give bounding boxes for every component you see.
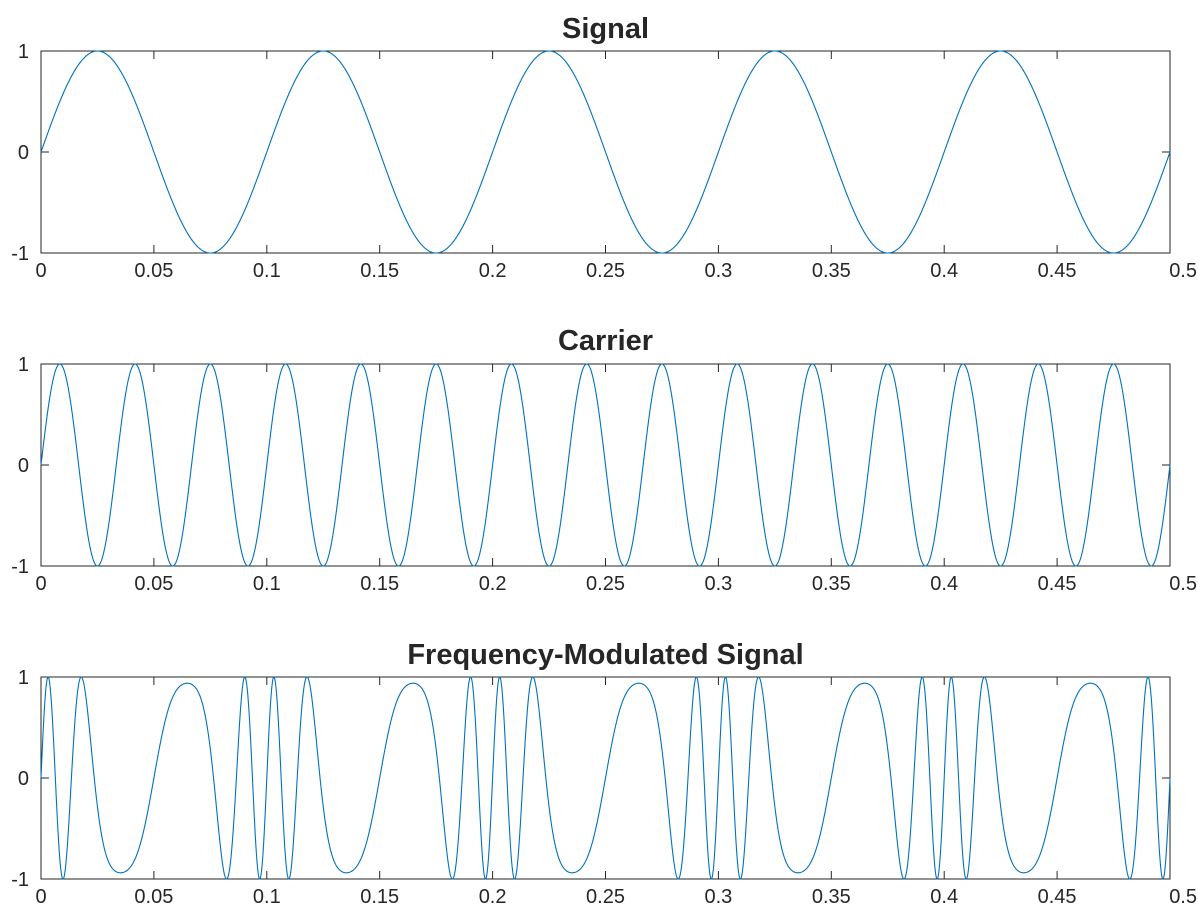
carrier-x-tick-label: 0.2 [479,573,507,595]
carrier-y-tick-label: 1 [18,354,29,376]
signal-x-tick-label: 0 [35,260,46,282]
carrier-title: Carrier [558,325,653,357]
signal-x-tick-label: 0.4 [930,260,958,282]
fm-signal-y-tick-label: 1 [18,667,29,689]
carrier-y-tick-label: 0 [18,455,29,477]
carrier-x-tick-label: 0.05 [134,573,173,595]
carrier-x-tick-label: 0.1 [253,573,281,595]
signal-x-tick-label: 0.1 [253,260,281,282]
carrier-x-tick-label: 0.25 [586,573,625,595]
fm-signal-panel: Frequency-Modulated Signal 0 0.05 0.1 0.15 0.… [11,639,1197,908]
signal-x-tick-label: 0.25 [586,260,625,282]
fm-signal-title: Frequency-Modulated Signal [407,639,803,671]
fm-signal-x-tick-label: 0.05 [134,886,173,908]
signal-title: Signal [562,13,649,45]
carrier-x-tick-label: 0.3 [704,573,732,595]
fm-signal-x-tick-label: 0.25 [586,886,625,908]
fm-signal-x-tick-label: 0.35 [812,886,851,908]
fm-signal-y-tick-label: 0 [18,768,29,790]
carrier-series-line [40,363,1171,567]
signal-x-tick-label: 0.45 [1038,260,1077,282]
fm-signal-x-tick-label: 0 [35,886,46,908]
signal-x-tick-label: 0.15 [360,260,399,282]
signal-y-tick-label: 1 [18,41,29,63]
fm-signal-x-tick-label: 0.1 [253,886,281,908]
carrier-x-tick-label: 0.15 [360,573,399,595]
carrier-x-tick-label: 0.5 [1169,573,1197,595]
fm-signal-x-tick-label: 0.4 [930,886,958,908]
fm-signal-y-tick-label: -1 [11,869,29,891]
fm-signal-x-tick-label: 0.5 [1169,886,1197,908]
signal-series-line [40,50,1171,254]
signal-x-tick-label: 0.2 [479,260,507,282]
carrier-x-tick-label: 0 [35,573,46,595]
signal-x-tick-label: 0.5 [1169,260,1197,282]
signal-panel: Signal 0 0.05 0.1 0.15 0.2 0.25 0.3 0.35 0.4 0.45 0… [11,13,1197,282]
fm-signal-x-tick-label: 0.2 [479,886,507,908]
signal-x-tick-label: 0.35 [812,260,851,282]
carrier-panel: Carrier 0 0.05 0.1 0.15 0.2 0.25 0.3 0.35 0.4 0.45… [11,325,1197,595]
fm-signal-x-tick-label: 0.15 [360,886,399,908]
signal-x-tick-label: 0.3 [704,260,732,282]
signal-y-tick-label: 0 [18,142,29,164]
signal-x-tick-label: 0.05 [134,260,173,282]
fm-signal-x-tick-label: 0.3 [704,886,732,908]
carrier-x-tick-label: 0.35 [812,573,851,595]
fm-signal-series-line [40,676,1171,880]
carrier-x-tick-label: 0.45 [1038,573,1077,595]
carrier-x-tick-label: 0.4 [930,573,958,595]
carrier-y-tick-label: -1 [11,556,29,578]
signal-y-tick-label: -1 [11,243,29,265]
fm-signal-x-tick-label: 0.45 [1038,886,1077,908]
